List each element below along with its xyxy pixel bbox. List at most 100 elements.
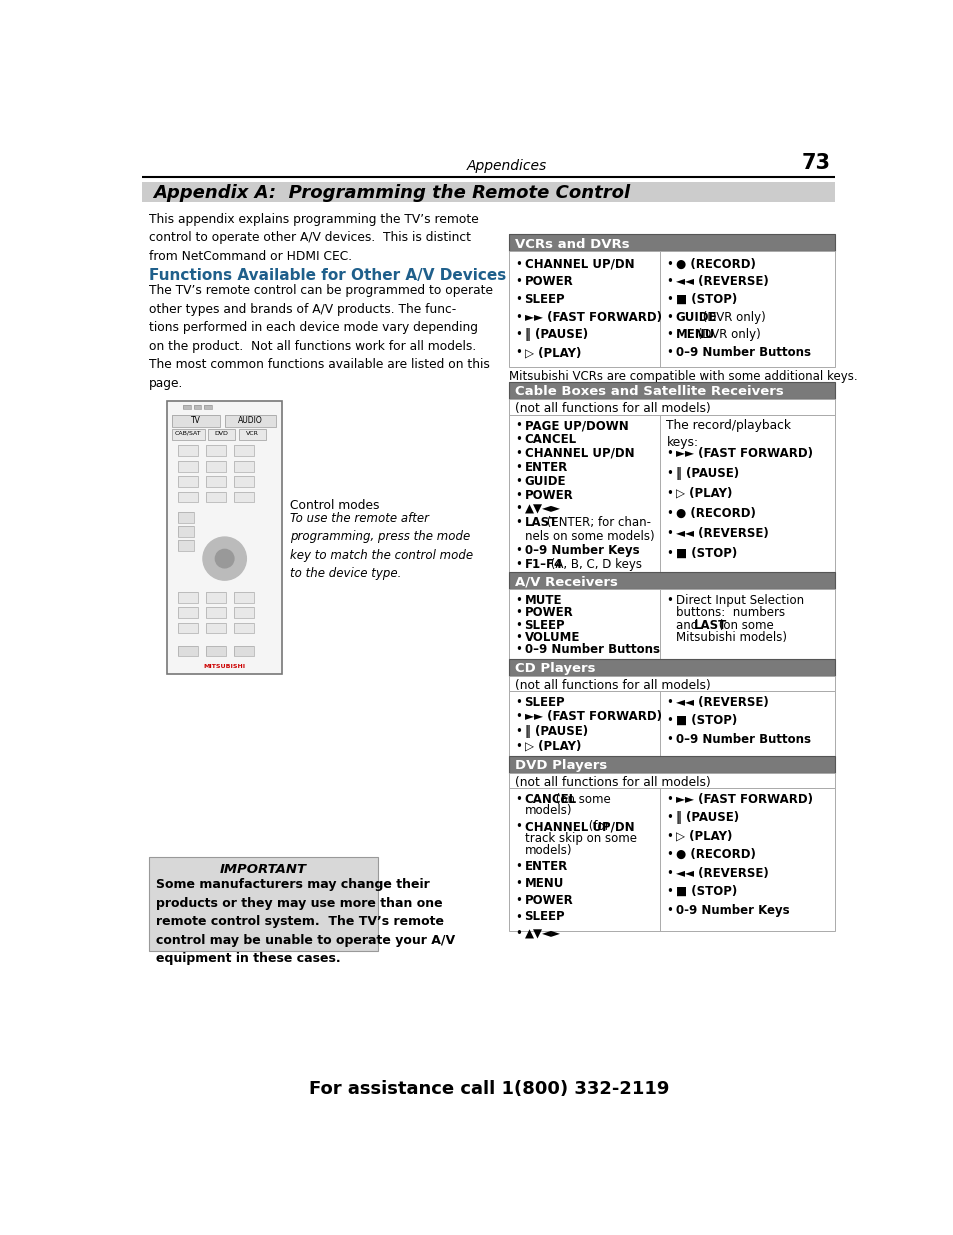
Text: •: • [666, 547, 673, 559]
Bar [509, 692, 835, 756]
Text: •: • [666, 732, 673, 746]
Text: To use the remote after
programming, press the mode
key to match the control mod: To use the remote after programming, pre… [290, 511, 473, 580]
Bar [208, 430, 235, 440]
Bar [206, 646, 226, 656]
Bar [204, 405, 212, 409]
Text: •: • [515, 894, 521, 906]
Text: •: • [515, 793, 521, 805]
Bar [206, 622, 226, 634]
Text: ■ (STOP): ■ (STOP) [675, 714, 736, 727]
Bar [233, 477, 253, 487]
Text: VOLUME: VOLUME [524, 631, 579, 643]
Text: •: • [515, 293, 521, 306]
Text: Cable Boxes and Satellite Receivers: Cable Boxes and Satellite Receivers [515, 385, 783, 399]
Text: •: • [666, 830, 673, 842]
Text: ■ (STOP): ■ (STOP) [675, 885, 736, 898]
Text: •: • [666, 594, 673, 608]
Text: •: • [515, 619, 521, 631]
Bar [206, 461, 226, 472]
Text: •: • [666, 811, 673, 824]
Text: Mitsubishi VCRs are compatible with some additional keys.: Mitsubishi VCRs are compatible with some… [509, 370, 857, 383]
Bar [172, 415, 220, 427]
Text: •: • [515, 606, 521, 619]
Text: •: • [666, 447, 673, 459]
Text: •: • [515, 710, 521, 724]
Text: 0–9 Number Buttons: 0–9 Number Buttons [675, 346, 810, 359]
Text: For assistance call 1(800) 332-2119: For assistance call 1(800) 332-2119 [309, 1079, 668, 1098]
Text: MUTE: MUTE [524, 594, 561, 608]
Bar [178, 477, 198, 487]
Text: •: • [515, 820, 521, 834]
Bar [178, 513, 193, 524]
Text: •: • [666, 793, 673, 805]
Text: F1–F4: F1–F4 [524, 558, 562, 571]
Text: SLEEP: SLEEP [524, 293, 564, 306]
Text: POWER: POWER [524, 275, 573, 288]
Text: •: • [515, 558, 521, 571]
Bar [509, 252, 835, 367]
Text: models): models) [524, 844, 572, 857]
Text: (A, B, C, D keys: (A, B, C, D keys [546, 558, 641, 571]
Text: •: • [666, 695, 673, 709]
Bar [178, 526, 193, 537]
Text: •: • [515, 927, 521, 940]
Bar [233, 592, 253, 603]
Text: ● (RECORD): ● (RECORD) [675, 508, 755, 520]
Text: (on some: (on some [715, 619, 773, 631]
Bar [206, 477, 226, 487]
Text: ►► (FAST FORWARD): ►► (FAST FORWARD) [675, 447, 812, 459]
Bar [233, 492, 253, 503]
Bar [509, 399, 835, 415]
Text: IMPORTANT: IMPORTANT [220, 863, 307, 876]
Text: (ENTER; for chan-: (ENTER; for chan- [542, 516, 650, 530]
Bar [233, 622, 253, 634]
Text: models): models) [524, 804, 572, 818]
Bar [208, 430, 235, 440]
Text: 0–9 Number Buttons: 0–9 Number Buttons [524, 643, 659, 656]
Bar [206, 461, 226, 472]
Text: GUIDE: GUIDE [675, 311, 717, 324]
Bar [509, 235, 835, 252]
Text: •: • [515, 474, 521, 488]
Bar [509, 589, 835, 658]
Text: •: • [666, 346, 673, 359]
Bar [178, 513, 193, 524]
Text: ►► (FAST FORWARD): ►► (FAST FORWARD) [524, 710, 660, 724]
Bar [204, 405, 212, 409]
Text: ◄◄ (REVERSE): ◄◄ (REVERSE) [675, 695, 768, 709]
Bar [509, 383, 835, 399]
Text: •: • [515, 695, 521, 709]
Text: •: • [515, 910, 521, 924]
Bar [178, 608, 198, 618]
Bar [509, 383, 835, 399]
Text: •: • [666, 867, 673, 879]
Text: ▷ (PLAY): ▷ (PLAY) [524, 740, 580, 752]
Text: CAB/SAT: CAB/SAT [174, 431, 201, 436]
Bar [206, 622, 226, 634]
Bar [178, 492, 198, 503]
Text: buttons:  numbers: buttons: numbers [675, 606, 784, 619]
Text: •: • [666, 258, 673, 270]
Text: •: • [515, 631, 521, 643]
Text: DVD: DVD [214, 431, 229, 436]
Text: •: • [666, 487, 673, 500]
Bar [509, 788, 835, 930]
Text: ▲▼◄►: ▲▼◄► [524, 927, 560, 940]
Bar [509, 773, 835, 788]
Text: ENTER: ENTER [524, 461, 567, 474]
Text: ● (RECORD): ● (RECORD) [675, 258, 755, 270]
Bar [238, 430, 266, 440]
Text: 0-9 Number Keys: 0-9 Number Keys [675, 904, 788, 916]
Text: The TV’s remote control can be programmed to operate
other types and brands of A: The TV’s remote control can be programme… [149, 284, 492, 390]
Text: 0–9 Number Keys: 0–9 Number Keys [524, 543, 639, 557]
Text: Appendices: Appendices [466, 159, 546, 173]
Text: ‖ (PAUSE): ‖ (PAUSE) [524, 329, 587, 341]
Text: •: • [666, 904, 673, 916]
Text: AUDIO: AUDIO [237, 416, 262, 425]
Bar [178, 540, 193, 551]
Bar [509, 773, 835, 788]
Bar [178, 446, 198, 456]
Text: •: • [666, 311, 673, 324]
Text: 73: 73 [801, 153, 830, 173]
Text: PAGE UP/DOWN: PAGE UP/DOWN [524, 419, 628, 432]
